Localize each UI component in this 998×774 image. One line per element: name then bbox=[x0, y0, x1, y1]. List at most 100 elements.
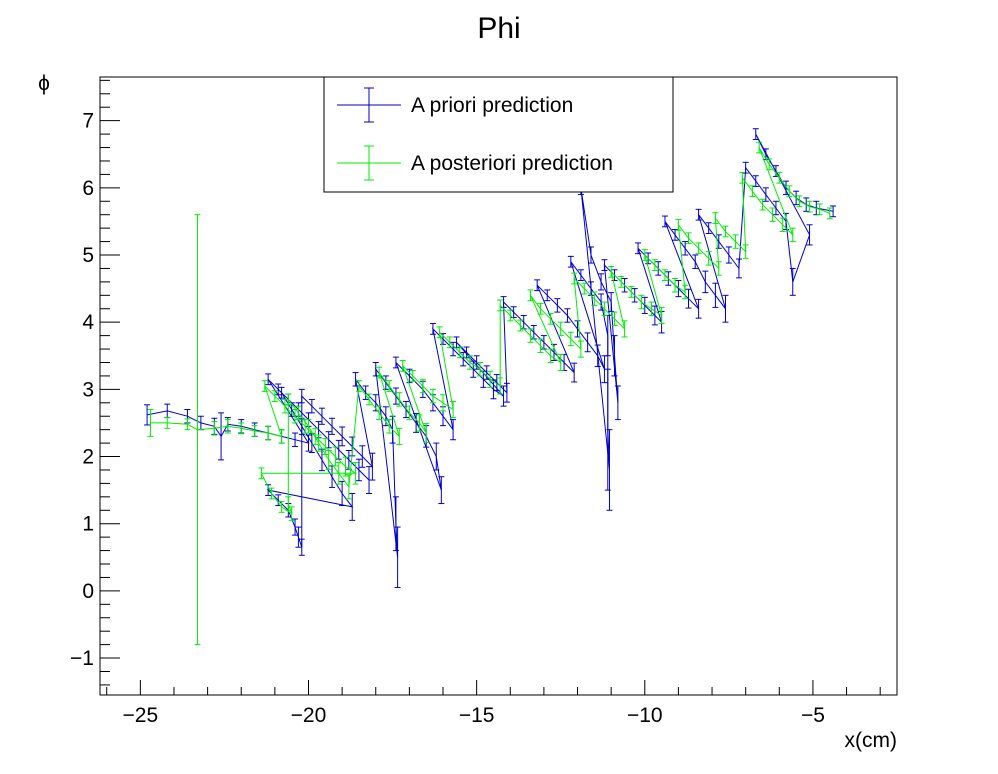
error-bar-point bbox=[268, 487, 275, 500]
error-bar-point bbox=[372, 361, 379, 377]
error-bar-point bbox=[591, 291, 598, 306]
error-bar-point bbox=[567, 331, 574, 347]
error-bar-point bbox=[366, 393, 373, 406]
error-bar-point bbox=[611, 335, 618, 377]
x-axis: −25 −20 −15 −10 −5 bbox=[106, 680, 881, 727]
error-bar-point bbox=[611, 311, 618, 327]
error-bar-point bbox=[507, 309, 514, 322]
error-bar-point bbox=[392, 356, 399, 369]
error-bar-point bbox=[275, 383, 282, 396]
y-tick-label: 7 bbox=[82, 110, 94, 133]
error-bar-point bbox=[298, 417, 305, 435]
error-bar-point bbox=[675, 280, 682, 298]
error-bar-point bbox=[349, 492, 356, 521]
error-bar-point bbox=[786, 185, 793, 198]
error-bar-point bbox=[413, 413, 420, 433]
error-bar-point bbox=[547, 312, 554, 325]
error-bar-point bbox=[756, 141, 763, 154]
error-bar-point bbox=[567, 255, 574, 268]
error-bar-point bbox=[577, 269, 584, 282]
error-bar-point bbox=[614, 385, 621, 421]
error-bar-point bbox=[477, 361, 484, 377]
error-bar-point bbox=[692, 254, 699, 269]
error-bar-point bbox=[258, 467, 265, 480]
error-bar-point bbox=[749, 185, 756, 198]
error-bar-point bbox=[265, 373, 272, 386]
error-bar-point bbox=[345, 474, 352, 500]
error-bar-point bbox=[450, 341, 457, 357]
error-bar-point bbox=[564, 308, 571, 323]
error-bar-point bbox=[298, 388, 305, 404]
error-bar-point bbox=[571, 272, 578, 285]
error-bar-point bbox=[571, 362, 578, 383]
error-bar-point bbox=[557, 353, 564, 372]
error-bar-point bbox=[251, 425, 258, 437]
x-tick-label: −10 bbox=[627, 704, 663, 727]
error-bar-point bbox=[796, 195, 803, 208]
error-bar-point bbox=[308, 398, 315, 414]
error-bar-point bbox=[695, 298, 702, 319]
error-bar-point bbox=[436, 326, 443, 339]
error-bar-point bbox=[527, 289, 534, 302]
error-bar-point bbox=[715, 261, 722, 276]
error-bar-point bbox=[628, 286, 635, 298]
error-bar-point bbox=[342, 456, 349, 477]
error-bar-point bbox=[601, 259, 608, 271]
error-bar-point bbox=[544, 289, 551, 302]
error-bar-point bbox=[712, 282, 719, 308]
series-1 bbox=[147, 141, 833, 646]
error-bar-point bbox=[416, 414, 423, 432]
plot-series bbox=[144, 128, 837, 646]
error-bar-point bbox=[376, 405, 383, 421]
error-bar-point bbox=[362, 385, 369, 400]
error-bar-point bbox=[211, 421, 218, 436]
error-bar-point bbox=[739, 171, 746, 184]
error-bar-point bbox=[285, 393, 292, 406]
error-bar-point bbox=[776, 171, 783, 184]
legend-label-a-posteriori: A posteriori prediction bbox=[411, 152, 613, 175]
error-bar-point bbox=[325, 449, 332, 470]
error-bar-point bbox=[315, 434, 322, 452]
error-bar-point bbox=[672, 228, 679, 241]
error-bar-point bbox=[470, 360, 477, 378]
error-bar-point bbox=[517, 319, 524, 332]
error-bar-point bbox=[635, 242, 642, 255]
error-bar-point bbox=[712, 212, 719, 224]
error-bar-point bbox=[292, 409, 299, 424]
error-bar-point bbox=[376, 366, 383, 379]
error-bar-point bbox=[772, 200, 779, 216]
error-bar-point bbox=[503, 382, 510, 403]
error-bar-point bbox=[641, 296, 648, 314]
error-bar-point bbox=[675, 218, 682, 231]
error-bar-point bbox=[438, 476, 445, 505]
error-bar-point bbox=[394, 526, 401, 589]
error-bar-point bbox=[355, 458, 362, 482]
error-bar-point bbox=[194, 214, 201, 646]
error-bar-point bbox=[396, 427, 403, 445]
error-bar-point bbox=[618, 276, 625, 288]
error-bar-point bbox=[826, 207, 833, 220]
error-bar-point bbox=[406, 368, 413, 384]
error-bar-point bbox=[419, 378, 426, 394]
y-tick-label: 0 bbox=[82, 580, 94, 603]
error-bar-point bbox=[685, 232, 692, 245]
error-bar-point bbox=[752, 128, 759, 140]
error-bar-point bbox=[621, 320, 628, 338]
error-bar-point bbox=[450, 419, 457, 441]
error-bar-point bbox=[271, 390, 278, 402]
error-bar-point bbox=[497, 299, 504, 312]
error-bar-point bbox=[587, 246, 594, 264]
error-bar-point bbox=[288, 402, 295, 417]
error-bar-point bbox=[366, 466, 373, 494]
error-bar-point bbox=[261, 380, 268, 392]
x-tick-label: −25 bbox=[123, 704, 159, 727]
error-bar-point bbox=[318, 407, 325, 425]
y-tick-label: 2 bbox=[82, 446, 94, 469]
legend-marker-a-posteriori bbox=[337, 145, 401, 181]
error-bar-point bbox=[695, 242, 702, 255]
y-axis-label: ϕ bbox=[38, 72, 50, 95]
error-bar-point bbox=[789, 267, 796, 296]
error-bar-point bbox=[601, 301, 608, 316]
error-bar-point bbox=[409, 370, 416, 382]
